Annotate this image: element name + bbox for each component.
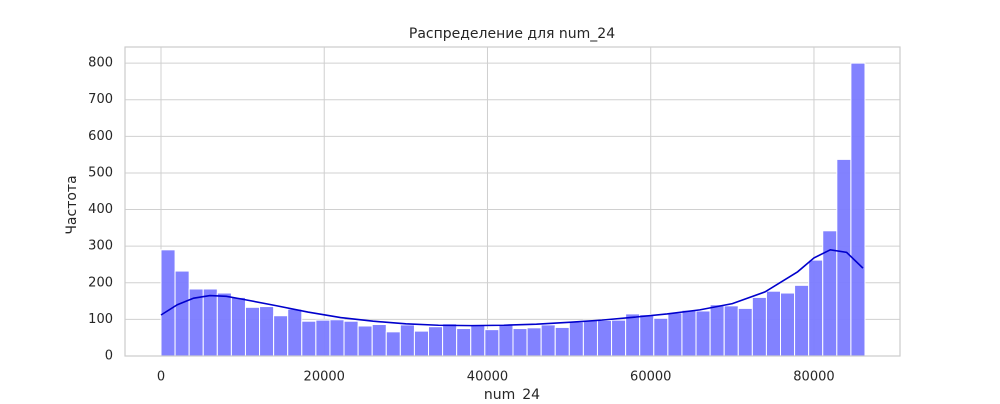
bar xyxy=(470,324,486,357)
x-tick-label: 40000 xyxy=(467,370,508,385)
y-tick-label: 0 xyxy=(105,349,113,364)
bar xyxy=(751,296,767,357)
bar xyxy=(230,296,246,357)
bar xyxy=(765,290,782,357)
bar xyxy=(160,249,176,357)
bar xyxy=(611,319,627,357)
bar xyxy=(456,328,472,357)
bar xyxy=(216,292,232,357)
bar xyxy=(287,308,303,357)
bar xyxy=(512,328,528,357)
bar xyxy=(371,324,387,357)
plot-frame xyxy=(124,46,901,357)
bar xyxy=(540,324,556,357)
bar xyxy=(737,307,753,357)
bar xyxy=(653,317,669,357)
bar xyxy=(244,306,261,357)
bar xyxy=(808,259,824,357)
bar xyxy=(681,309,697,357)
bar xyxy=(596,319,613,357)
bar xyxy=(428,326,444,357)
bar xyxy=(399,324,415,357)
bar xyxy=(315,319,331,357)
y-tick-label: 300 xyxy=(88,239,113,254)
bar xyxy=(667,312,683,357)
bar xyxy=(273,315,289,357)
bar xyxy=(385,331,401,357)
bar xyxy=(526,327,542,357)
x-axis-label: num_24 xyxy=(484,387,540,400)
bar xyxy=(582,319,598,357)
y-tick-label: 600 xyxy=(88,129,113,144)
bar xyxy=(723,305,739,357)
bar xyxy=(639,314,655,357)
x-tick-label: 20000 xyxy=(304,370,345,385)
bar xyxy=(554,326,570,357)
y-tick-label: 500 xyxy=(88,165,113,180)
bar xyxy=(780,292,796,357)
y-tick-label: 700 xyxy=(88,92,113,107)
bar xyxy=(329,319,345,357)
bar xyxy=(343,320,359,357)
y-tick-label: 800 xyxy=(88,56,113,71)
bar xyxy=(484,329,500,357)
bar xyxy=(413,330,430,357)
x-tick-label: 0 xyxy=(157,370,165,385)
y-tick-label: 100 xyxy=(88,312,113,327)
bar xyxy=(259,306,275,357)
bar xyxy=(695,310,711,357)
y-axis-label: Частота xyxy=(64,175,80,234)
x-tick-label: 80000 xyxy=(793,370,834,385)
bar xyxy=(498,324,514,357)
bar xyxy=(625,313,641,357)
bar xyxy=(202,288,218,357)
bar xyxy=(174,270,190,357)
bar xyxy=(568,321,584,357)
bar xyxy=(709,304,725,357)
bar xyxy=(850,62,866,357)
bar xyxy=(301,320,317,357)
kde-line xyxy=(160,248,864,327)
x-tick-label: 60000 xyxy=(630,370,671,385)
bar xyxy=(357,325,373,357)
bar xyxy=(836,158,852,357)
chart-title: Распределение для num_24 xyxy=(409,26,615,42)
bar xyxy=(442,323,458,357)
y-tick-label: 200 xyxy=(88,275,113,290)
bar xyxy=(794,284,810,357)
y-tick-label: 400 xyxy=(88,202,113,217)
